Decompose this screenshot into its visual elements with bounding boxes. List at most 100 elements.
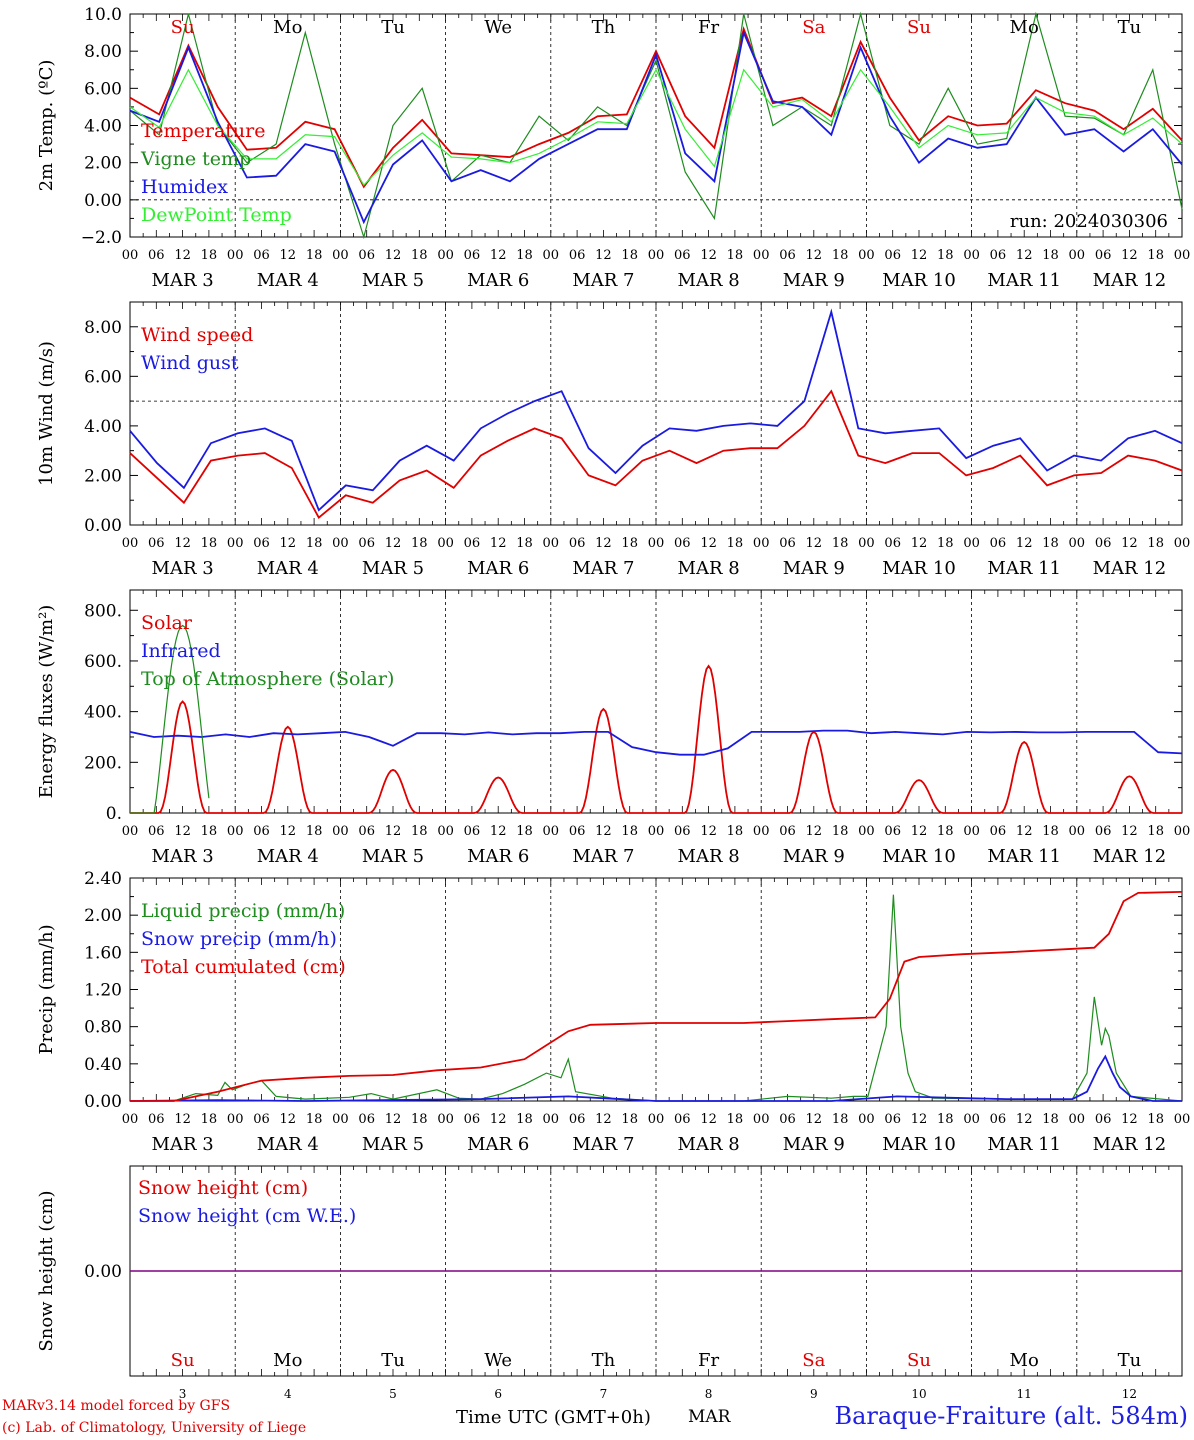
hour-tick-label: 00	[858, 248, 875, 263]
date-label: MAR 6	[467, 270, 529, 291]
day-abbr-label: Su	[907, 17, 931, 38]
hour-tick-label: 18	[1042, 536, 1059, 551]
hour-tick-label: 18	[727, 824, 744, 839]
hour-tick-label: 06	[148, 1112, 165, 1127]
hour-tick-label: 06	[884, 1112, 901, 1127]
legend-entry: Liquid precip (mm/h)	[141, 900, 345, 922]
hour-tick-label: 18	[306, 1112, 323, 1127]
hour-tick-label: 00	[437, 248, 454, 263]
legend-entry: Wind gust	[141, 352, 239, 374]
day-abbr-label: Sa	[802, 1350, 825, 1371]
date-label: MAR 10	[882, 846, 956, 867]
day-abbr-label: Tu	[381, 1350, 405, 1371]
hour-tick-label: 12	[280, 824, 297, 839]
hour-tick-label: 06	[990, 824, 1007, 839]
series-line-0	[129, 25, 1183, 189]
hour-tick-label: 12	[174, 248, 191, 263]
hour-tick-label: 12	[595, 248, 612, 263]
legend-entry: Wind speed	[141, 324, 253, 346]
hour-tick-label: 00	[963, 1112, 980, 1127]
y-tick-label: 10.0	[84, 5, 122, 25]
day-num-label: 10	[911, 1387, 926, 1401]
date-label: MAR 9	[783, 558, 845, 579]
hour-tick-label: 12	[911, 536, 928, 551]
hour-tick-label: 00	[437, 1112, 454, 1127]
hour-tick-label: 00	[1069, 248, 1086, 263]
hour-tick-label: 18	[201, 1112, 218, 1127]
y-tick-label: 0.00	[84, 1262, 122, 1282]
hour-tick-label: 00	[753, 248, 770, 263]
hour-tick-label: 00	[437, 824, 454, 839]
date-label: MAR 7	[572, 846, 634, 867]
hour-tick-label: 12	[700, 248, 717, 263]
y-tick-label: 0.00	[84, 1092, 122, 1112]
legend-entry: Top of Atmosphere (Solar)	[141, 668, 394, 690]
hour-tick-label: 00	[1174, 536, 1191, 551]
month-label: MAR	[688, 1407, 731, 1427]
hour-tick-label: 00	[1069, 824, 1086, 839]
hour-tick-label: 18	[1042, 1112, 1059, 1127]
hour-tick-label: 00	[332, 1112, 349, 1127]
y-axis-label: Precip (mm/h)	[36, 924, 57, 1054]
hour-tick-label: 12	[490, 824, 507, 839]
hour-tick-label: 00	[858, 1112, 875, 1127]
hour-tick-label: 00	[858, 824, 875, 839]
hour-tick-label: 06	[990, 536, 1007, 551]
hour-tick-label: 06	[884, 536, 901, 551]
y-axis-label: 10m Wind (m/s)	[36, 341, 57, 486]
date-label: MAR 8	[678, 558, 740, 579]
hour-tick-label: 06	[148, 536, 165, 551]
hour-tick-label: 06	[358, 536, 375, 551]
hour-tick-label: 06	[674, 824, 691, 839]
hour-tick-label: 18	[727, 536, 744, 551]
y-axis-label: Snow height (cm)	[36, 1190, 57, 1351]
plot-frame	[129, 589, 1183, 814]
hour-tick-label: 18	[621, 824, 638, 839]
y-tick-label: 0.00	[84, 516, 122, 536]
date-label: MAR 8	[678, 270, 740, 291]
day-num-label: 5	[389, 1387, 397, 1401]
panel-precip: 0.00 0.40 0.80 1.20 1.60 2.00 2.40 Precip (mm/h…	[36, 869, 1190, 1155]
hour-tick-label: 00	[963, 824, 980, 839]
hour-tick-label: 06	[779, 536, 796, 551]
hour-tick-label: 18	[201, 824, 218, 839]
hour-tick-label: 18	[727, 1112, 744, 1127]
hour-tick-label: 06	[990, 1112, 1007, 1127]
hour-tick-label: 00	[648, 824, 665, 839]
hour-tick-label: 12	[595, 1112, 612, 1127]
hour-tick-label: 06	[148, 248, 165, 263]
hour-tick-label: 00	[753, 824, 770, 839]
y-tick-label: 8.00	[84, 318, 122, 338]
legend-entry: Temperature	[141, 120, 265, 142]
hour-tick-label: 12	[280, 248, 297, 263]
hour-tick-label: 12	[806, 1112, 823, 1127]
hour-tick-label: 06	[884, 824, 901, 839]
day-abbr-label: Tu	[1118, 1350, 1142, 1371]
hour-tick-label: 18	[1147, 248, 1164, 263]
hour-tick-label: 06	[253, 1112, 270, 1127]
hour-tick-label: 12	[490, 536, 507, 551]
hour-tick-label: 00	[227, 248, 244, 263]
hour-tick-label: 12	[280, 536, 297, 551]
hour-tick-label: 06	[358, 248, 375, 263]
hour-tick-label: 18	[621, 536, 638, 551]
hour-tick-label: 06	[464, 1112, 481, 1127]
y-tick-label: −2.0	[81, 228, 122, 248]
series-line-1	[129, 1054, 1182, 1102]
y-tick-label: 400.	[84, 703, 122, 723]
hour-tick-label: 00	[227, 1112, 244, 1127]
date-label: MAR 3	[152, 1134, 214, 1155]
date-label: MAR 4	[257, 270, 319, 291]
y-tick-label: 800.	[84, 601, 122, 621]
hour-tick-label: 12	[490, 1112, 507, 1127]
date-label: MAR 3	[152, 558, 214, 579]
hour-tick-label: 12	[385, 536, 402, 551]
date-label: MAR 4	[257, 846, 319, 867]
day-num-label: 12	[1122, 1387, 1137, 1401]
hour-tick-label: 00	[1174, 824, 1191, 839]
hour-tick-label: 18	[306, 536, 323, 551]
hour-tick-label: 18	[1147, 1112, 1164, 1127]
y-tick-label: 2.00	[84, 154, 122, 174]
plot-frame	[129, 301, 1183, 526]
hour-tick-label: 12	[700, 536, 717, 551]
